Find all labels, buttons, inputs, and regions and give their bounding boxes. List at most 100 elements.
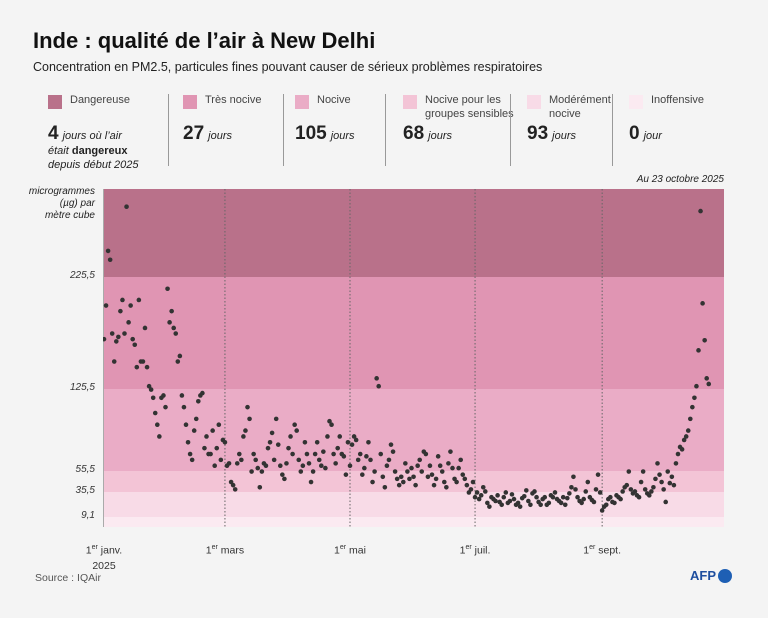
data-point: [169, 308, 174, 314]
data-point: [567, 491, 572, 496]
data-point: [335, 445, 340, 451]
data-point: [269, 430, 275, 436]
data-point: [234, 461, 240, 466]
data-point: [507, 498, 513, 504]
data-point: [239, 457, 244, 463]
legend-label: Nocive pour les groupes sensibles: [425, 94, 514, 120]
day-count-unit: jour: [643, 130, 662, 142]
data-point: [288, 434, 293, 439]
day-count: 27 jours: [183, 123, 232, 145]
data-point: [429, 472, 435, 477]
data-point: [241, 434, 246, 439]
data-point: [583, 489, 589, 494]
data-point: [632, 489, 638, 494]
data-point: [493, 498, 498, 504]
data-point: [671, 482, 677, 488]
y-axis-label-line: mètre cube: [44, 210, 95, 221]
data-point: [524, 488, 529, 493]
data-point: [306, 461, 312, 466]
data-point: [642, 487, 648, 492]
data-point: [407, 476, 412, 482]
data-point: [245, 404, 250, 410]
day-count-value: 0: [629, 123, 640, 144]
data-point: [167, 320, 172, 325]
data-point: [304, 451, 310, 457]
data-point: [558, 500, 564, 506]
data-point: [640, 469, 646, 474]
data-point: [569, 484, 574, 490]
data-point: [347, 463, 353, 469]
y-tick-label: 55,5: [75, 464, 95, 475]
scatter-plot: [103, 189, 724, 527]
day-count-unit: jours: [428, 130, 452, 142]
data-point: [290, 451, 295, 457]
data-point: [107, 257, 113, 263]
data-point: [163, 404, 168, 410]
data-point: [103, 303, 109, 308]
tick-text: 1: [459, 544, 466, 557]
data-point: [683, 434, 689, 439]
data-point: [202, 445, 207, 451]
x-tick-label: 1er mars: [206, 540, 244, 559]
data-point: [649, 489, 654, 494]
data-point: [696, 348, 701, 353]
x-tick-label: 1er janv. 2025: [86, 540, 122, 574]
data-point: [337, 434, 343, 439]
data-point: [503, 490, 509, 495]
band-dangereuse: [103, 189, 724, 277]
data-point: [191, 428, 197, 433]
data-point: [702, 337, 707, 343]
data-point: [700, 301, 705, 306]
data-point: [415, 463, 420, 469]
data-point: [647, 493, 652, 498]
legend-swatch: [183, 95, 197, 109]
data-point: [470, 479, 476, 485]
data-point: [183, 422, 189, 428]
data-point: [476, 496, 482, 502]
data-point: [480, 484, 486, 490]
data-point: [278, 463, 283, 469]
day-count: 0 jour: [629, 123, 662, 145]
x-tick-label: 1er sept.: [583, 540, 621, 559]
data-point: [243, 428, 248, 433]
tick-sup: er: [589, 544, 596, 551]
data-point: [653, 476, 658, 482]
data-point: [251, 451, 256, 457]
data-point: [331, 451, 336, 457]
data-point: [593, 487, 599, 492]
data-point: [579, 500, 584, 506]
tick-sup: er: [465, 544, 472, 551]
data-point: [329, 422, 334, 428]
data-point: [620, 489, 625, 494]
tick-text: 1: [334, 544, 340, 557]
data-point: [417, 457, 423, 463]
data-point: [114, 339, 119, 344]
data-point: [103, 336, 107, 342]
data-point: [474, 490, 480, 495]
data-point: [552, 490, 558, 495]
data-point: [214, 445, 220, 451]
data-point: [316, 457, 322, 463]
data-point: [688, 416, 693, 422]
data-point: [118, 308, 123, 314]
data-point: [690, 404, 695, 410]
data-point: [442, 479, 447, 485]
band-modérément-nocive: [103, 492, 724, 517]
data-point: [372, 469, 377, 474]
data-point: [130, 336, 135, 342]
day-count: 105 jours: [295, 123, 355, 145]
data-point: [321, 449, 326, 454]
data-point: [669, 474, 675, 480]
data-point: [413, 482, 418, 488]
legend-divider: [510, 94, 511, 166]
day-count-value: 93: [527, 123, 549, 144]
data-point: [694, 383, 699, 389]
y-tick-label: 125,5: [69, 382, 95, 393]
data-point: [597, 490, 603, 495]
data-point: [603, 502, 609, 508]
data-point: [380, 474, 386, 480]
data-point: [319, 463, 324, 469]
data-point: [499, 502, 505, 508]
data-point: [425, 474, 431, 480]
data-point: [280, 472, 285, 477]
